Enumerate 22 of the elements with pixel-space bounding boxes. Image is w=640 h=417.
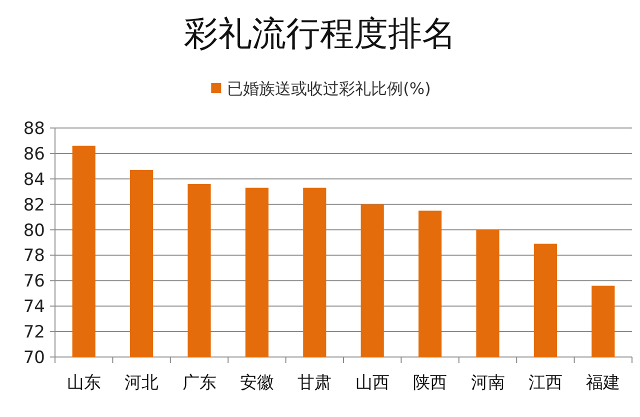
x-tick-label: 山东	[66, 373, 101, 393]
y-tick-label: 76	[23, 272, 45, 292]
x-tick-label: 河北	[124, 373, 159, 393]
title: 彩礼流行程度排名	[184, 14, 456, 54]
y-tick-label: 86	[23, 144, 45, 164]
y-tick-label: 74	[23, 297, 45, 318]
y-tick-label: 88	[23, 119, 45, 139]
x-tick-label: 安徽	[240, 373, 274, 393]
x-tick-label: 陕西	[413, 373, 448, 393]
y-tick-label: 82	[23, 195, 45, 216]
x-tick-label: 福建	[586, 373, 620, 393]
y-tick-label: 72	[23, 322, 45, 343]
x-tick-label: 江西	[528, 373, 562, 393]
x-tick-label: 甘肃	[298, 373, 332, 393]
x-tick-label: 山西	[355, 373, 390, 393]
legend: 已婚族送或收过彩礼比例(%)	[211, 79, 431, 98]
y-tick-label: 80	[23, 220, 45, 241]
y-tick-label: 70	[23, 348, 45, 368]
x-tick-label: 广东	[182, 373, 216, 393]
x-tick-label: 河南	[470, 373, 505, 393]
y-tick-label: 84	[23, 170, 45, 190]
y-tick-label: 78	[23, 246, 45, 266]
